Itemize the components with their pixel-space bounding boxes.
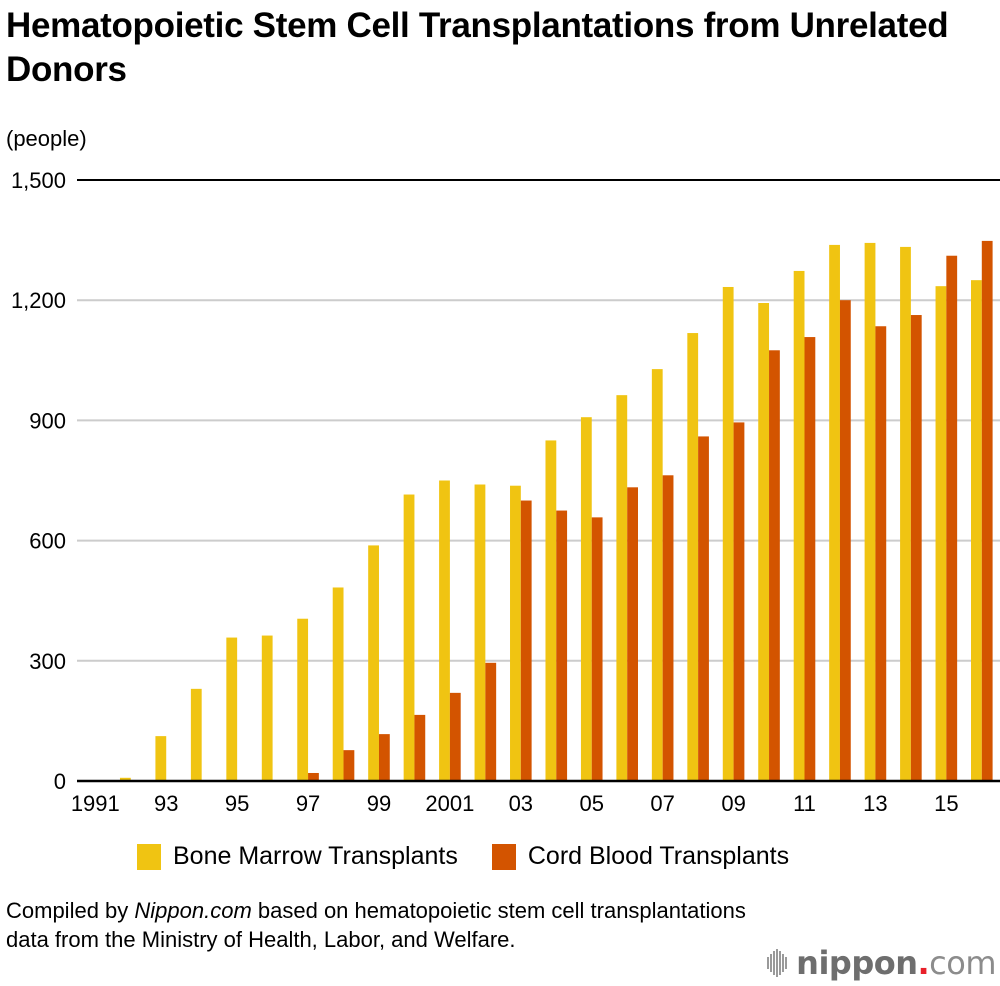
bar-bone-marrow-2013	[864, 242, 876, 781]
bar-bone-marrow-2002	[474, 484, 486, 781]
x-tick-label: 09	[721, 791, 745, 816]
legend-item-bone-marrow: Bone Marrow Transplants	[137, 842, 458, 871]
bar-bone-marrow-1999	[368, 545, 379, 781]
logo-tld: com	[929, 944, 996, 982]
bar-cord-blood-2009	[733, 422, 745, 781]
bar-bone-marrow-2016	[971, 280, 982, 781]
bar-bone-marrow-2003	[510, 485, 521, 781]
bar-cord-blood-2004	[556, 510, 568, 781]
bar-cord-blood-1997	[308, 772, 319, 781]
bar-bone-marrow-1992	[119, 777, 131, 781]
bar-bone-marrow-2010	[758, 303, 770, 781]
bar-bone-marrow-2007	[651, 369, 663, 781]
bar-bone-marrow-2011	[793, 270, 805, 781]
logo-main: nippon	[796, 944, 918, 982]
x-tick-label: 97	[296, 791, 320, 816]
bar-bone-marrow-1996	[261, 635, 273, 781]
x-axis-ticks: 1991 93 95 97 99 2001 03 05 07 09 11 13 15	[71, 791, 959, 816]
bar-cord-blood-2002	[485, 662, 497, 781]
legend: Bone Marrow Transplants Cord Blood Trans…	[137, 842, 823, 871]
y-axis-unit-label: (people)	[6, 126, 87, 151]
bar-cord-blood-2015	[946, 255, 958, 781]
bar-bone-marrow-1995	[226, 637, 238, 781]
bar-cord-blood-2011	[804, 337, 816, 781]
bar-cord-blood-1999	[378, 734, 390, 781]
legend-swatch-bone-marrow	[137, 843, 161, 870]
bar-cord-blood-2014	[910, 315, 922, 781]
bar-cord-blood-2012	[839, 300, 851, 781]
legend-label-bone-marrow: Bone Marrow Transplants	[173, 842, 458, 870]
x-tick-label: 05	[579, 791, 603, 816]
bar-chart: 0 300 600 900 1,200 1,500 1991 93 95 97 99 2001 03 0…	[11, 168, 1000, 816]
bar-cord-blood-2008	[698, 436, 709, 781]
source-note-prefix: Compiled by	[6, 898, 135, 923]
bar-bone-marrow-1998	[332, 587, 344, 781]
y-axis-ticks: 0 300 600 900 1,200 1,500	[11, 168, 66, 794]
x-tick-label: 07	[650, 791, 674, 816]
legend-swatch-cord-blood	[491, 843, 516, 870]
bar-bone-marrow-2001	[439, 480, 450, 781]
bar-bone-marrow-2008	[687, 333, 699, 781]
bar-cord-blood-2005	[591, 517, 603, 781]
bar-cord-blood-1998	[343, 750, 355, 781]
x-tick-label: 2001	[425, 791, 474, 816]
bars	[119, 240, 993, 782]
x-tick-label: 95	[225, 791, 249, 816]
x-tick-label: 99	[367, 791, 391, 816]
bar-cord-blood-2013	[875, 326, 887, 781]
bar-bone-marrow-2009	[722, 286, 734, 781]
source-note-suffix: based on hematopoietic stem cell transpl…	[6, 898, 746, 952]
bar-cord-blood-2007	[662, 475, 674, 781]
y-tick-label: 600	[29, 529, 66, 554]
nippon-logo: nippon.com	[767, 944, 996, 982]
gridlines	[77, 179, 1000, 662]
x-tick-label: 03	[509, 791, 533, 816]
bar-bone-marrow-1997	[297, 618, 309, 781]
bar-bone-marrow-1993	[155, 736, 167, 781]
bar-bone-marrow-2015	[935, 286, 947, 781]
y-tick-label: 0	[54, 769, 66, 794]
y-tick-label: 300	[29, 649, 66, 674]
bar-bone-marrow-2004	[545, 440, 557, 781]
x-tick-label: 1991	[71, 791, 120, 816]
logo-dot: .	[917, 944, 930, 982]
chart-title: Hematopoietic Stem Cell Transplantations…	[6, 6, 949, 89]
legend-item-cord-blood: Cord Blood Transplants	[491, 842, 790, 871]
legend-label-cord-blood: Cord Blood Transplants	[527, 842, 790, 870]
x-tick-label: 15	[934, 791, 958, 816]
x-tick-label: 13	[863, 791, 887, 816]
y-tick-label: 1,500	[11, 168, 66, 193]
bar-bone-marrow-2006	[616, 395, 628, 781]
source-note: Compiled by Nippon.com based on hematopo…	[6, 896, 766, 954]
y-tick-label: 900	[29, 408, 66, 433]
bar-cord-blood-2003	[520, 500, 532, 781]
logo-soundwave-icon	[767, 949, 788, 977]
source-note-publisher: Nippon.com	[134, 898, 252, 923]
logo-wordmark: nippon.com	[796, 944, 996, 982]
bar-bone-marrow-1994	[190, 688, 202, 781]
bar-bone-marrow-2005	[580, 417, 592, 781]
bar-bone-marrow-2000	[403, 494, 415, 781]
bar-bone-marrow-2014	[900, 246, 911, 782]
x-tick-label: 93	[154, 791, 178, 816]
bar-cord-blood-2001	[449, 692, 461, 781]
y-tick-label: 1,200	[11, 288, 66, 313]
bar-cord-blood-2016	[981, 240, 993, 781]
bar-cord-blood-2000	[414, 714, 426, 781]
bar-bone-marrow-2012	[829, 244, 840, 782]
bar-cord-blood-2010	[769, 350, 780, 781]
bar-cord-blood-2006	[627, 487, 638, 781]
x-tick-label: 11	[793, 791, 816, 816]
